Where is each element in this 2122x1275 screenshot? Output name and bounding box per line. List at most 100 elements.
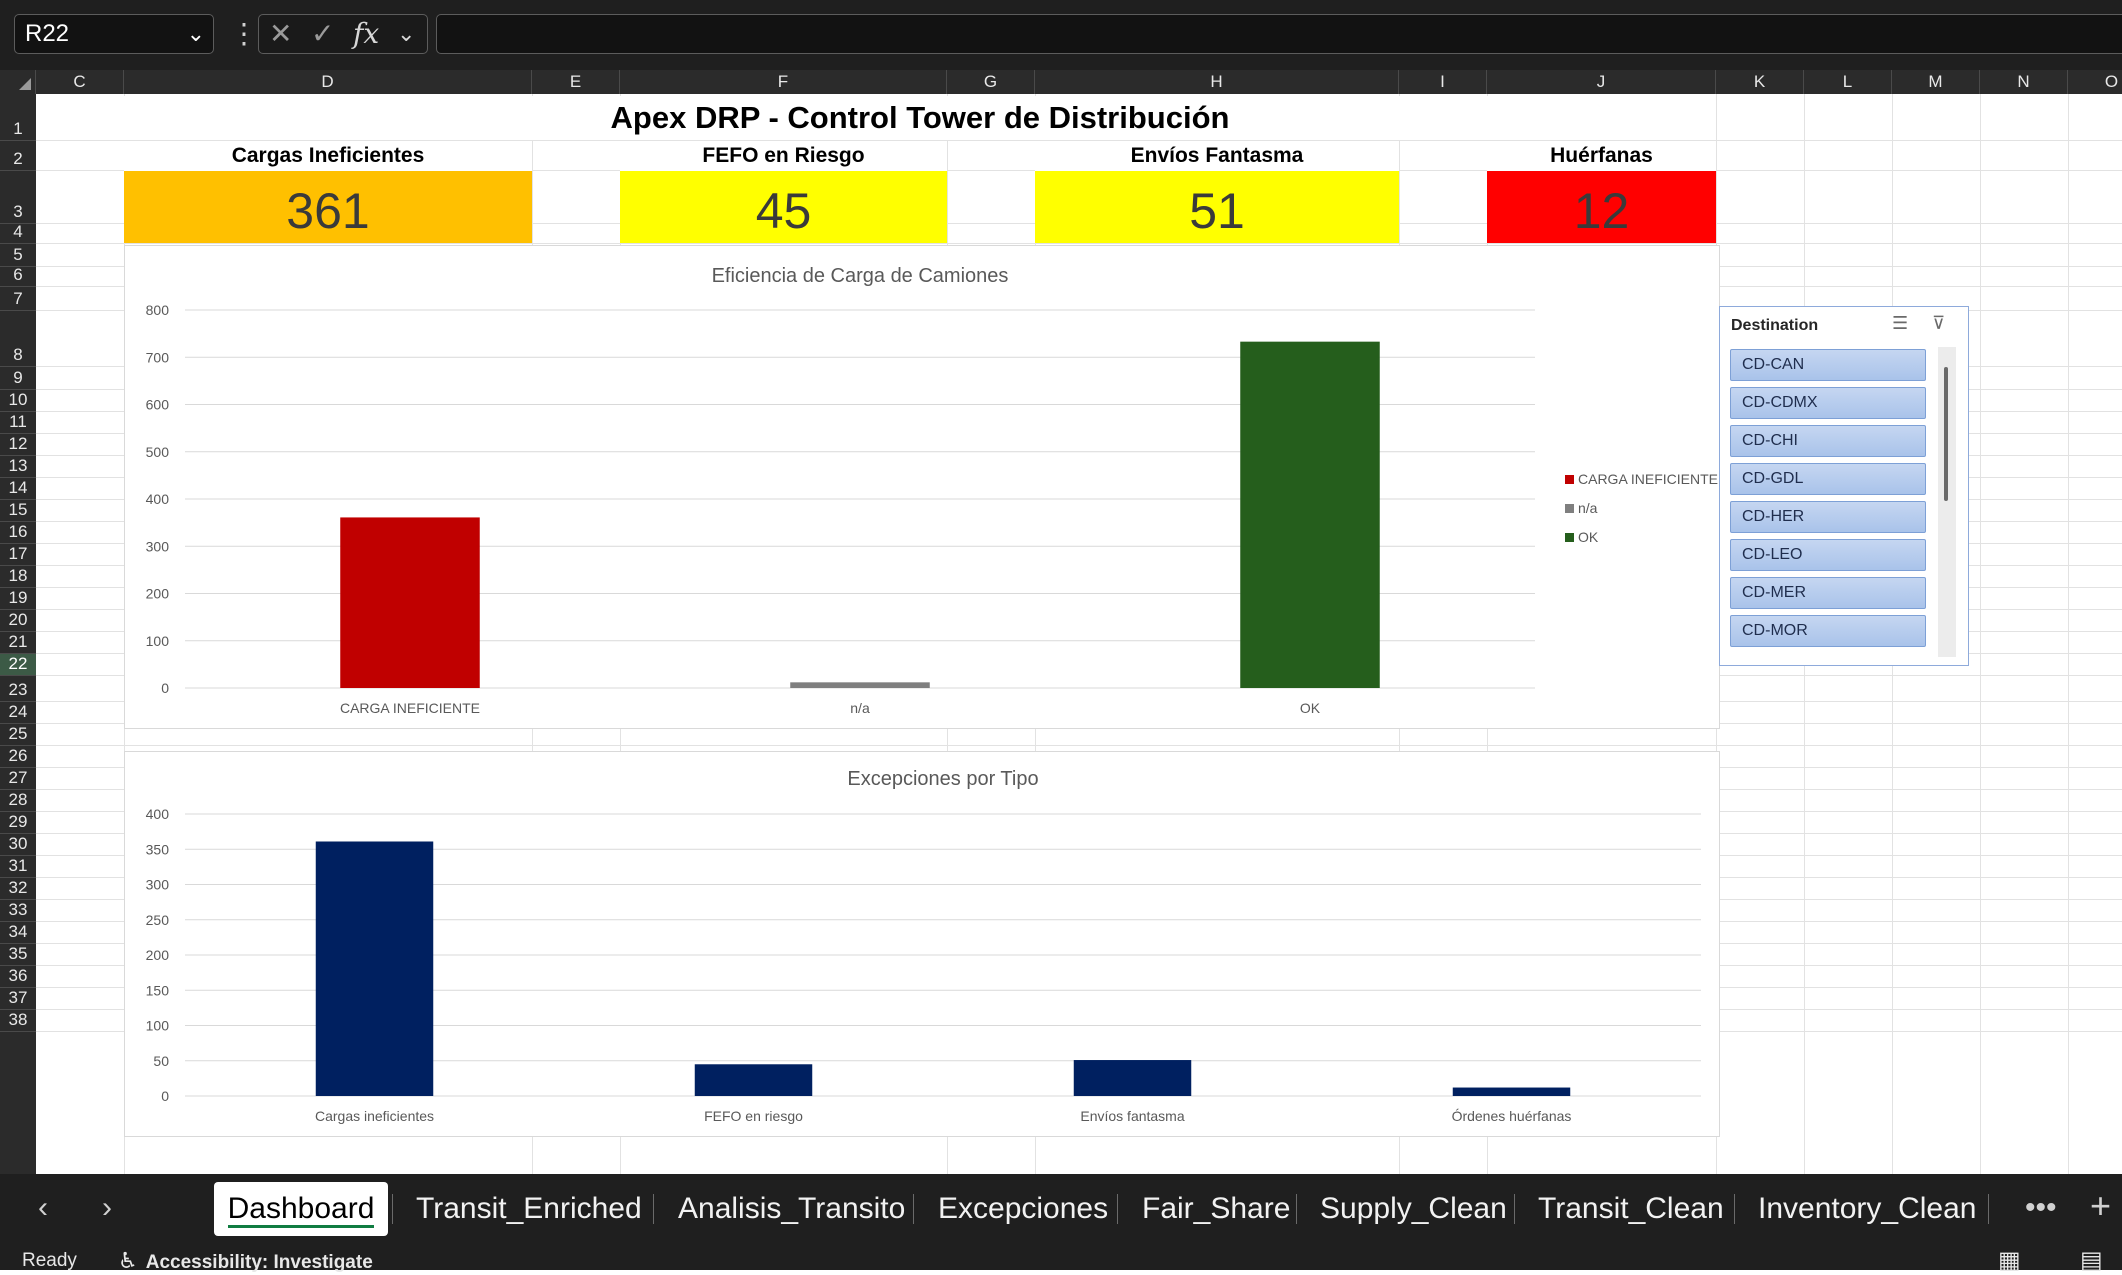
row-header-22[interactable]: 22 bbox=[0, 654, 36, 676]
normal-view-icon[interactable]: ▦ bbox=[1998, 1247, 2021, 1274]
slicer-item-cd-cdmx[interactable]: CD-CDMX bbox=[1730, 387, 1926, 419]
kpi-value-envios-fantasma[interactable]: 51 bbox=[1035, 171, 1399, 243]
row-header-2[interactable]: 2 bbox=[0, 141, 36, 171]
row-header-4[interactable]: 4 bbox=[0, 222, 36, 244]
slicer-item-cd-mor[interactable]: CD-MOR bbox=[1730, 615, 1926, 647]
slicer-item-cd-mer[interactable]: CD-MER bbox=[1730, 577, 1926, 609]
row-header-26[interactable]: 26 bbox=[0, 746, 36, 768]
more-sheets-button[interactable]: ••• bbox=[2025, 1191, 2057, 1224]
column-header-j[interactable]: J bbox=[1487, 70, 1716, 94]
column-header-k[interactable]: K bbox=[1716, 70, 1804, 94]
bar-ok bbox=[1240, 341, 1380, 688]
row-header-17[interactable]: 17 bbox=[0, 544, 36, 566]
clear-filter-icon[interactable]: ⊽ bbox=[1932, 313, 1946, 333]
slicer-item-cd-her[interactable]: CD-HER bbox=[1730, 501, 1926, 533]
enter-icon[interactable]: ✓ bbox=[311, 18, 335, 49]
tab-scroll-left-icon[interactable]: ‹ bbox=[38, 1191, 48, 1224]
chevron-down-icon[interactable]: ⌄ bbox=[186, 21, 205, 46]
row-header-35[interactable]: 35 bbox=[0, 944, 36, 966]
row-header-32[interactable]: 32 bbox=[0, 878, 36, 900]
chart-eficiencia-carga[interactable]: Eficiencia de Carga de Camiones 0 100 200 30… bbox=[124, 245, 1720, 729]
multi-select-icon[interactable]: ☰ bbox=[1892, 313, 1909, 333]
column-header-d[interactable]: D bbox=[124, 70, 532, 94]
sheet-tab-dashboard[interactable]: Dashboard bbox=[214, 1182, 388, 1236]
formula-input[interactable] bbox=[436, 14, 2122, 54]
row-header-11[interactable]: 11 bbox=[0, 412, 36, 434]
slicer-item-cd-leo[interactable]: CD-LEO bbox=[1730, 539, 1926, 571]
row-header-28[interactable]: 28 bbox=[0, 790, 36, 812]
y-tick-label: 150 bbox=[146, 982, 170, 998]
column-header-h[interactable]: H bbox=[1035, 70, 1399, 94]
row-header-8[interactable]: 8 bbox=[0, 311, 36, 367]
insert-function-icon[interactable]: fx bbox=[353, 17, 380, 50]
chart-excepciones-por-tipo[interactable]: Excepciones por Tipo 0 50 100 150 200 250 300 35… bbox=[124, 751, 1720, 1137]
row-header-7[interactable]: 7 bbox=[0, 287, 36, 311]
row-header-25[interactable]: 25 bbox=[0, 724, 36, 746]
name-box[interactable]: R22 ⌄ bbox=[14, 14, 214, 54]
row-header-31[interactable]: 31 bbox=[0, 856, 36, 878]
row-header-33[interactable]: 33 bbox=[0, 900, 36, 922]
slicer-item-cd-chi[interactable]: CD-CHI bbox=[1730, 425, 1926, 457]
row-header-3[interactable]: 3 bbox=[0, 171, 36, 224]
row-header-1[interactable]: 1 bbox=[0, 94, 36, 141]
row-header-34[interactable]: 34 bbox=[0, 922, 36, 944]
column-header-i[interactable]: I bbox=[1399, 70, 1487, 94]
row-header-6[interactable]: 6 bbox=[0, 265, 36, 287]
column-header-c[interactable]: C bbox=[36, 70, 124, 94]
row-header-37[interactable]: 37 bbox=[0, 988, 36, 1010]
kpi-value-huerfanas[interactable]: 12 bbox=[1487, 171, 1716, 243]
row-header-38[interactable]: 38 bbox=[0, 1010, 36, 1032]
row-header-19[interactable]: 19 bbox=[0, 588, 36, 610]
row-header-23[interactable]: 23 bbox=[0, 676, 36, 702]
y-tick-label: 50 bbox=[153, 1053, 169, 1069]
column-header-f[interactable]: F bbox=[620, 70, 947, 94]
row-header-10[interactable]: 10 bbox=[0, 390, 36, 412]
select-all-button[interactable] bbox=[0, 70, 36, 94]
row-header-20[interactable]: 20 bbox=[0, 610, 36, 632]
row-header-27[interactable]: 27 bbox=[0, 768, 36, 790]
y-tick-label: 100 bbox=[146, 633, 170, 649]
row-header-15[interactable]: 15 bbox=[0, 500, 36, 522]
accessibility-checker[interactable]: ♿ Accessibility: Investigate bbox=[118, 1248, 373, 1274]
row-header-5[interactable]: 5 bbox=[0, 244, 36, 267]
add-sheet-button[interactable]: + bbox=[2090, 1185, 2112, 1226]
row-header-30[interactable]: 30 bbox=[0, 834, 36, 856]
row-header-36[interactable]: 36 bbox=[0, 966, 36, 988]
column-header-n[interactable]: N bbox=[1980, 70, 2068, 94]
row-header-29[interactable]: 29 bbox=[0, 812, 36, 834]
tab-scroll-right-icon[interactable]: › bbox=[102, 1191, 112, 1224]
more-options-icon[interactable]: ⋮ bbox=[230, 18, 258, 49]
sheet-tab-excepciones[interactable]: Excepciones bbox=[938, 1192, 1109, 1225]
column-header-g[interactable]: G bbox=[947, 70, 1035, 94]
row-header-16[interactable]: 16 bbox=[0, 522, 36, 544]
slicer-item-cd-can[interactable]: CD-CAN bbox=[1730, 349, 1926, 381]
sheet-tab-fair-share[interactable]: Fair_Share bbox=[1142, 1192, 1291, 1225]
destination-slicer[interactable]: Destination ☰ ⊽ CD-CAN CD-CDMX CD-CHI CD… bbox=[1719, 306, 1969, 666]
slicer-scroll-thumb[interactable] bbox=[1944, 367, 1948, 501]
kpi-label-envios-fantasma: Envíos Fantasma bbox=[1035, 141, 1399, 171]
chart-title: Excepciones por Tipo bbox=[847, 768, 1038, 790]
row-header-9[interactable]: 9 bbox=[0, 367, 36, 390]
sheet-tab-supply-clean[interactable]: Supply_Clean bbox=[1320, 1192, 1507, 1225]
cancel-icon[interactable]: ✕ bbox=[269, 18, 293, 49]
row-header-12[interactable]: 12 bbox=[0, 434, 36, 456]
column-header-e[interactable]: E bbox=[532, 70, 620, 94]
row-header-13[interactable]: 13 bbox=[0, 456, 36, 478]
page-layout-icon[interactable]: ▤ bbox=[2080, 1247, 2103, 1274]
row-header-21[interactable]: 21 bbox=[0, 632, 36, 654]
chevron-down-icon[interactable]: ⌄ bbox=[397, 21, 416, 46]
row-header-18[interactable]: 18 bbox=[0, 566, 36, 588]
column-header-m[interactable]: M bbox=[1892, 70, 1980, 94]
column-header-l[interactable]: L bbox=[1804, 70, 1892, 94]
kpi-value-fefo-en-riesgo[interactable]: 45 bbox=[620, 171, 947, 243]
sheet-tab-transit-enriched[interactable]: Transit_Enriched bbox=[416, 1192, 642, 1225]
row-header-24[interactable]: 24 bbox=[0, 702, 36, 724]
column-header-o[interactable]: O bbox=[2068, 70, 2122, 94]
sheet-tab-transit-clean[interactable]: Transit_Clean bbox=[1538, 1192, 1724, 1225]
sheet-tab-analisis-transito[interactable]: Analisis_Transito bbox=[678, 1192, 906, 1225]
slicer-scrollbar[interactable] bbox=[1938, 347, 1956, 657]
slicer-item-cd-gdl[interactable]: CD-GDL bbox=[1730, 463, 1926, 495]
sheet-tab-inventory-clean[interactable]: Inventory_Clean bbox=[1758, 1192, 1977, 1225]
kpi-value-cargas-ineficientes[interactable]: 361 bbox=[124, 171, 532, 243]
row-header-14[interactable]: 14 bbox=[0, 478, 36, 500]
